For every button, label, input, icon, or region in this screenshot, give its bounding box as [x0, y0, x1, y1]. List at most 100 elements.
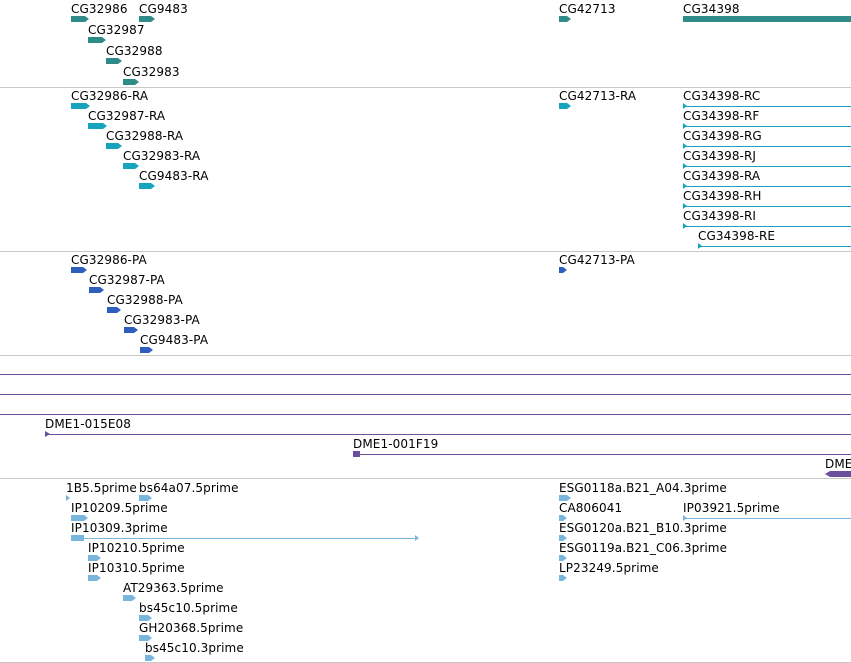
- transcript-start-icon: [683, 163, 687, 169]
- protein-glyph: [124, 327, 134, 333]
- est-label: LP23249.5prime: [559, 561, 659, 575]
- est-glyph: [123, 595, 132, 601]
- protein-label: CG32986-PA: [71, 253, 147, 267]
- protein-label: CG32988-PA: [107, 293, 183, 307]
- clone-line[interactable]: [0, 374, 851, 375]
- est-label: ESG0119a.B21_C06.3prime: [559, 541, 728, 555]
- clone-end-glyph: [830, 471, 851, 477]
- transcript-label: CG9483-RA: [139, 169, 209, 183]
- est-arrow-icon: [84, 515, 88, 521]
- transcript-start-icon: [683, 203, 687, 209]
- protein-glyph: [89, 287, 100, 293]
- gene-track: CG32986 CG9483 CG32987 CG32988 CG32983 C…: [0, 0, 851, 87]
- clone-line[interactable]: [0, 414, 851, 415]
- gene-glyph: [88, 37, 102, 43]
- transcript-label: CG32988-RA: [106, 129, 184, 143]
- protein-label: CG9483-PA: [140, 333, 209, 347]
- transcript-intron-line: [683, 106, 851, 107]
- est-label: ESG0118a.B21_A04.3prime: [559, 481, 727, 495]
- protein-label: CG32987-PA: [89, 273, 165, 287]
- protein-glyph: [107, 307, 117, 313]
- track-separator: [0, 478, 851, 479]
- protein-label: CG42713-PA: [559, 253, 635, 267]
- est-label: IP10309.3prime: [71, 521, 168, 535]
- protein-label: CG32983-PA: [124, 313, 200, 327]
- gene-label: CG32986: [71, 2, 128, 16]
- transcript-intron-line: [683, 166, 851, 167]
- est-arrow-icon: [66, 495, 70, 501]
- protein-glyph: [140, 347, 149, 353]
- transcript-start-icon: [683, 143, 687, 149]
- est-arrow-icon: [97, 575, 101, 581]
- protein-arrow-icon: [563, 267, 567, 273]
- transcript-label: CG32986-RA: [71, 89, 149, 103]
- transcript-glyph: [71, 103, 86, 109]
- est-glyph: [139, 495, 148, 501]
- est-label: ESG0120a.B21_B10.3prime: [559, 521, 727, 535]
- transcript-glyph: [123, 163, 135, 169]
- gene-glyph: [683, 16, 851, 22]
- est-glyph: [139, 615, 148, 621]
- transcript-glyph: [559, 103, 567, 109]
- transcript-glyph: [139, 183, 151, 189]
- gene-glyph: [139, 16, 151, 22]
- est-glyph: [559, 575, 563, 581]
- transcript-arrow-icon: [567, 103, 571, 109]
- track-separator: [0, 87, 851, 88]
- gene-glyph: [106, 58, 118, 64]
- gene-arrow-icon: [85, 16, 89, 22]
- est-label: bs64a07.5prime: [139, 481, 239, 495]
- est-label: bs45c10.3prime: [145, 641, 244, 655]
- transcript-intron-line: [683, 186, 851, 187]
- transcript-arrow-icon: [135, 163, 139, 169]
- est-arrow-icon: [148, 635, 152, 641]
- transcript-label: CG32983-RA: [123, 149, 201, 163]
- est-arrow-icon: [97, 555, 101, 561]
- gene-arrow-icon: [102, 37, 106, 43]
- protein-glyph: [71, 267, 83, 273]
- transcript-arrow-icon: [86, 103, 90, 109]
- est-glyph: [71, 515, 84, 521]
- transcript-arrow-icon: [118, 143, 122, 149]
- clone-label: DME1-001F19: [353, 437, 439, 451]
- est-label: bs45c10.5prime: [139, 601, 238, 615]
- protein-arrow-icon: [100, 287, 104, 293]
- est-glyph: [71, 535, 84, 541]
- est-glyph: [88, 555, 97, 561]
- gene-label: CG34398: [683, 2, 740, 16]
- transcript-start-icon: [683, 183, 687, 189]
- clone-line[interactable]: [0, 394, 851, 395]
- est-arrow-icon: [563, 555, 567, 561]
- gene-arrow-icon: [567, 16, 571, 22]
- est-arrow-icon: [151, 655, 155, 661]
- est-glyph: [145, 655, 151, 661]
- est-glyph: [559, 535, 563, 541]
- est-arrow-icon: [563, 575, 567, 581]
- est-glyph: [139, 635, 148, 641]
- est-arrow-icon: [567, 495, 571, 501]
- est-label: 1B5.5prime: [66, 481, 137, 495]
- transcript-start-icon: [683, 223, 687, 229]
- transcript-track: CG32986-RA CG32987-RA CG32988-RA CG32983…: [0, 88, 851, 250]
- transcript-glyph: [106, 143, 118, 149]
- protein-glyph: [559, 267, 563, 273]
- gene-glyph: [559, 16, 567, 22]
- est-arrow-icon: [132, 595, 136, 601]
- protein-arrow-icon: [83, 267, 87, 273]
- est-arrow-icon: [563, 535, 567, 541]
- est-label: IP10210.5prime: [88, 541, 185, 555]
- transcript-start-icon: [683, 103, 687, 109]
- est-label: CA806041: [559, 501, 623, 515]
- transcript-intron-line: [683, 146, 851, 147]
- transcript-arrow-icon: [151, 183, 155, 189]
- transcript-label: CG32987-RA: [88, 109, 166, 123]
- transcript-intron-line: [683, 226, 851, 227]
- transcript-intron-line: [698, 246, 851, 247]
- gene-label: CG32987: [88, 23, 145, 37]
- track-separator: [0, 251, 851, 252]
- gene-arrow-icon: [151, 16, 155, 22]
- transcript-start-icon: [683, 123, 687, 129]
- est-intron-line: [84, 538, 415, 539]
- est-label: IP10310.5prime: [88, 561, 185, 575]
- transcript-label: CG34398-RH: [683, 189, 762, 203]
